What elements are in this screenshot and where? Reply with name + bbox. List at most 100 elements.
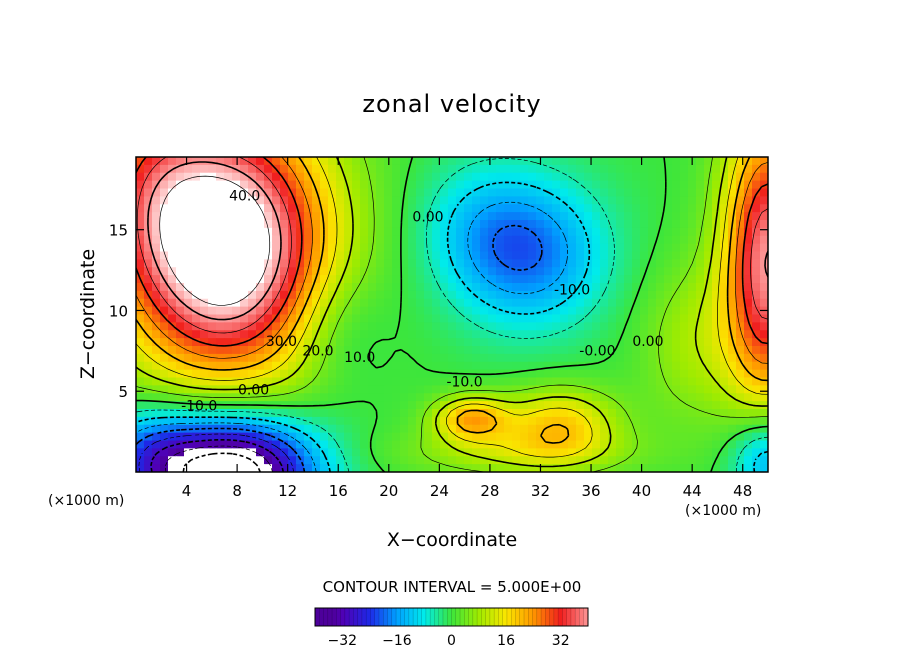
- field-cell: [640, 385, 649, 394]
- field-cell: [384, 416, 393, 426]
- field-cell: [216, 251, 225, 260]
- field-cell: [712, 416, 721, 426]
- field-cell: [744, 180, 753, 190]
- field-cell: [440, 188, 449, 197]
- field-cell: [712, 306, 721, 316]
- field-cell: [712, 424, 721, 434]
- field-cell: [400, 157, 409, 166]
- field-cell: [720, 283, 729, 292]
- field-cell: [328, 448, 337, 457]
- field-cell: [176, 377, 185, 386]
- field-cell: [392, 377, 401, 386]
- field-cell: [136, 157, 145, 166]
- field-cell: [440, 164, 449, 174]
- field-cell: [672, 440, 681, 449]
- colorbar-swatch: [378, 608, 384, 626]
- field-cell: [712, 283, 721, 292]
- field-cell: [648, 188, 657, 197]
- field-cell: [336, 283, 345, 292]
- field-cell: [728, 306, 737, 316]
- field-cell: [376, 393, 385, 402]
- field-cell: [488, 416, 497, 426]
- field-cell: [528, 440, 537, 449]
- field-cell: [624, 409, 633, 418]
- colorbar-swatch: [468, 608, 474, 626]
- field-cell: [456, 283, 465, 292]
- field-cell: [480, 353, 489, 363]
- field-cell: [392, 369, 401, 379]
- field-cell: [432, 401, 441, 410]
- field-cell: [512, 220, 521, 229]
- field-cell: [672, 275, 681, 284]
- field-cell: [648, 306, 657, 316]
- field-cell: [496, 227, 505, 237]
- field-cell: [648, 227, 657, 237]
- field-cell: [344, 283, 353, 292]
- field-cell: [720, 448, 729, 457]
- field-cell: [480, 338, 489, 347]
- field-cell: [656, 353, 665, 363]
- field-cell: [312, 424, 321, 434]
- field-cell: [272, 188, 281, 197]
- field-cell: [440, 212, 449, 221]
- field-cell: [640, 369, 649, 379]
- field-cell: [472, 401, 481, 410]
- field-cell: [184, 164, 193, 174]
- field-cell: [584, 243, 593, 253]
- field-cell: [312, 369, 321, 379]
- field-cell: [480, 251, 489, 260]
- colorbar-tick-label: 0: [447, 633, 456, 649]
- field-cell: [264, 432, 273, 442]
- field-cell: [432, 393, 441, 402]
- field-cell: [648, 267, 657, 276]
- field-cell: [704, 204, 713, 213]
- field-cell: [704, 377, 713, 386]
- field-cell: [240, 306, 249, 316]
- field-cell: [216, 267, 225, 276]
- field-cell: [448, 220, 457, 229]
- field-cell: [232, 306, 241, 316]
- field-cell: [208, 369, 217, 379]
- field-cell: [200, 314, 209, 323]
- field-cell: [648, 353, 657, 363]
- field-cell: [744, 440, 753, 449]
- field-cell: [440, 330, 449, 339]
- field-cell: [448, 385, 457, 394]
- field-cell: [704, 283, 713, 292]
- colorbar-swatch: [349, 608, 354, 626]
- field-cell: [704, 172, 713, 182]
- colorbar-swatch: [425, 608, 431, 626]
- field-cell: [472, 283, 481, 292]
- field-cell: [456, 393, 465, 402]
- field-cell: [184, 212, 193, 221]
- field-cell: [320, 385, 329, 394]
- field-cell: [424, 401, 433, 410]
- field-cell: [728, 377, 737, 386]
- field-cell: [136, 401, 145, 410]
- field-cell: [208, 227, 217, 237]
- field-cell: [424, 353, 433, 363]
- field-cell: [584, 298, 593, 308]
- field-cell: [664, 338, 673, 347]
- field-cell: [512, 330, 521, 339]
- field-cell: [280, 369, 289, 379]
- contour-label: 20.0: [302, 344, 333, 360]
- field-cell: [448, 456, 457, 465]
- field-cell: [184, 346, 193, 355]
- field-cell: [608, 157, 617, 166]
- field-cell: [496, 322, 505, 331]
- field-cell: [344, 377, 353, 386]
- field-cell: [256, 275, 265, 284]
- field-cell: [208, 464, 217, 472]
- field-cell: [752, 251, 761, 260]
- field-cell: [568, 251, 577, 260]
- field-cell: [744, 196, 753, 205]
- field-cell: [416, 290, 425, 300]
- field-cell: [376, 298, 385, 308]
- field-cell: [336, 196, 345, 205]
- field-cell: [160, 227, 169, 237]
- field-cell: [376, 314, 385, 323]
- field-cell: [528, 401, 537, 410]
- field-cell: [600, 180, 609, 190]
- field-cell: [608, 235, 617, 245]
